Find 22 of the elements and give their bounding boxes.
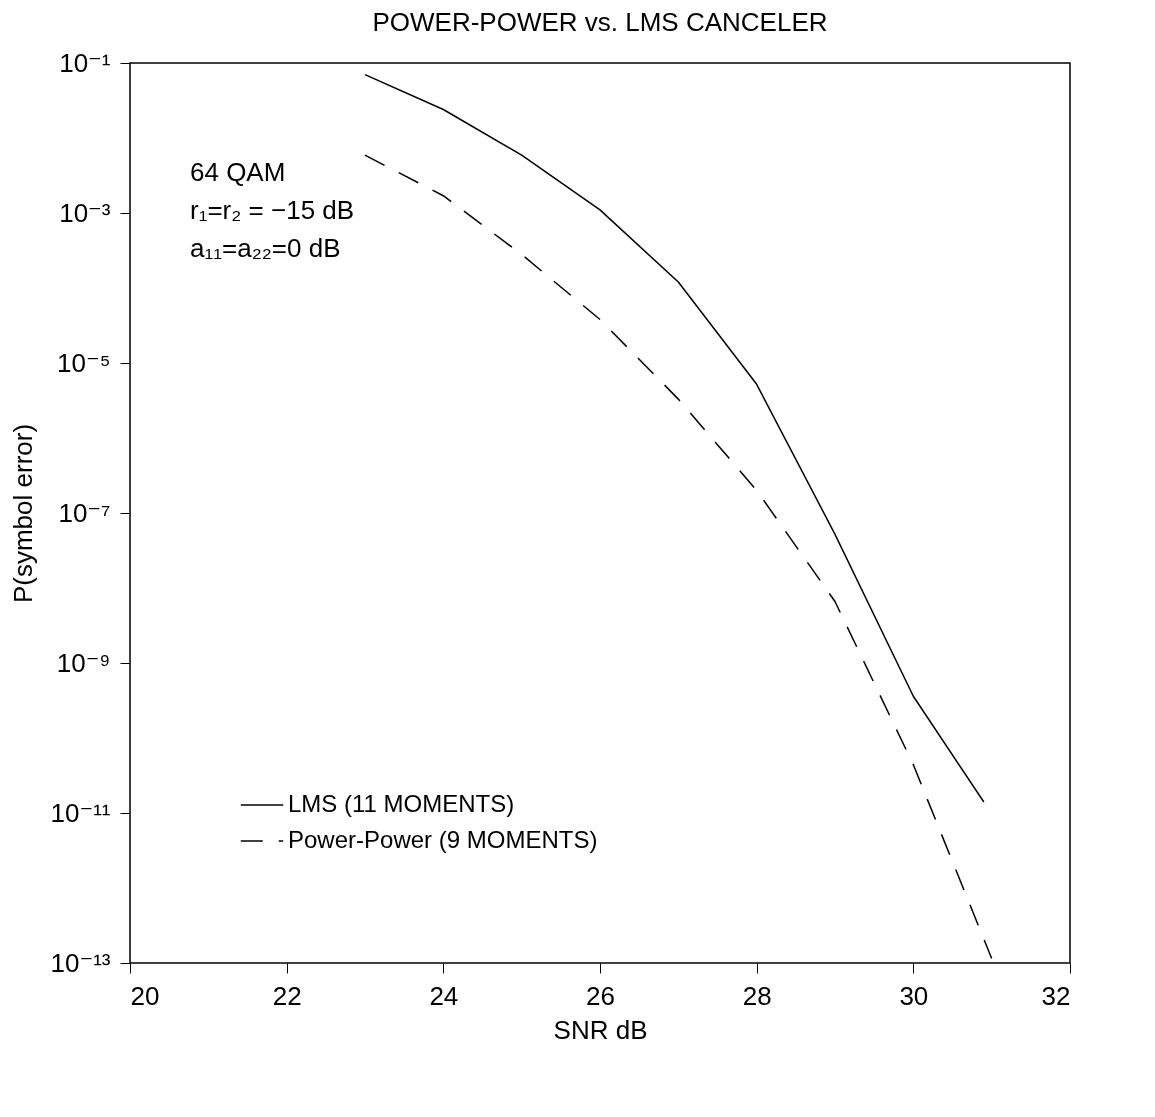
- x-tick-label: 30: [899, 980, 929, 1011]
- y-tick-label: 10⁻¹³: [50, 947, 111, 978]
- y-axis-title: P(symbol error): [7, 423, 38, 604]
- x-tick-label: 26: [586, 980, 615, 1011]
- x-tick-label: 24: [429, 980, 459, 1011]
- x-tick-label: 28: [742, 980, 772, 1011]
- legend-label: LMS (11 MOMENTS): [288, 790, 515, 817]
- x-axis-title: SNR dB: [553, 1014, 648, 1045]
- annotation: a₁₁=a₂₂=0 dB: [190, 233, 341, 263]
- y-tick-label: 10⁻¹¹: [50, 797, 111, 828]
- y-tick-label: 10⁻⁷: [58, 497, 111, 528]
- annotation: r₁=r₂ = −15 dB: [190, 195, 355, 225]
- x-tick-label: 32: [1041, 980, 1071, 1011]
- y-tick-label: 10⁻¹: [59, 47, 111, 78]
- x-tick-label: 22: [272, 980, 302, 1011]
- y-tick-label: 10⁻⁵: [57, 347, 111, 378]
- legend-label: Power-Power (9 MOMENTS): [288, 826, 598, 853]
- x-tick-label: 20: [130, 980, 160, 1011]
- y-tick-label: 10⁻³: [59, 197, 111, 228]
- y-tick-label: 10⁻⁹: [56, 647, 111, 678]
- annotation: 64 QAM: [190, 157, 286, 187]
- chart-title: POWER-POWER vs. LMS CANCELER: [372, 7, 828, 37]
